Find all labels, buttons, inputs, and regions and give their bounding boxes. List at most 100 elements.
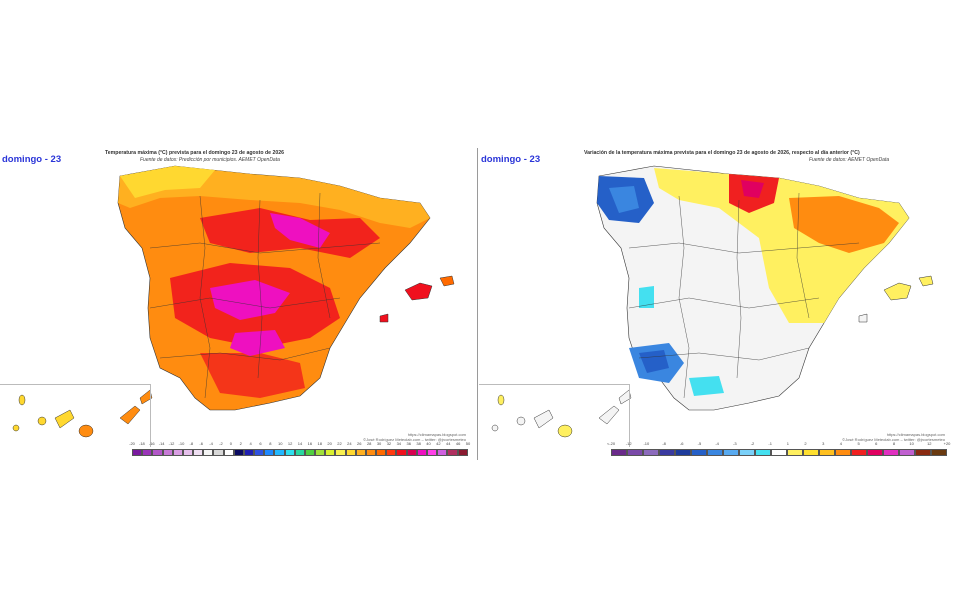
legend-tick-label: 0 — [229, 441, 232, 446]
legend-tick-label: 2 — [239, 441, 242, 446]
legend-tick-label: -12 — [625, 441, 632, 446]
legend-tick-label: 5 — [857, 441, 860, 446]
map-title: Variación de la temperatura máxima previ… — [584, 150, 860, 156]
legend-tick-label: 32 — [386, 441, 392, 446]
canary-islands-inset — [0, 384, 151, 447]
legend-tick-label: -8 — [189, 441, 194, 446]
legend-tick-label: -14 — [158, 441, 165, 446]
legend-swatch — [162, 449, 173, 456]
legend-tick-label: 50 — [465, 441, 471, 446]
legend-swatch — [771, 449, 787, 456]
legend-swatch — [457, 449, 468, 456]
credits-line: https://climamapas.blogspot.com — [407, 432, 466, 437]
legend-tick-label: 34 — [396, 441, 402, 446]
legend-tick-label: 10 — [909, 441, 914, 446]
legend-swatch — [675, 449, 691, 456]
legend-tick-label: 14 — [297, 441, 303, 446]
day-label: domingo - 23 — [2, 154, 62, 165]
credits-line: ©José Rodríguez Meteolab.com – twitter: … — [842, 437, 945, 442]
legend-swatch — [931, 449, 947, 456]
legend-swatch — [223, 449, 234, 456]
legend-tick-label: -8 — [662, 441, 666, 446]
legend-swatch — [707, 449, 723, 456]
legend-swatch — [304, 449, 316, 456]
legend-swatch — [254, 449, 265, 456]
legend-tick-label: 36 — [406, 441, 411, 446]
legend-swatch — [627, 449, 643, 456]
legend-tick-label: 8 — [269, 441, 272, 446]
legend-swatch — [152, 449, 163, 456]
panel-divider — [477, 148, 478, 460]
legend-tick-label: +20 — [943, 441, 951, 446]
legend-ticks: -20 -18 -16 -14 -12 -10 -8 -6 -4 -2 0 2 4 6 8 10 12 14 16 1… — [128, 441, 478, 447]
legend-tick-label: -2 — [750, 441, 755, 446]
legend-tick-label: 46 — [455, 441, 461, 446]
credits-line: ©José Rodríguez Meteolab.com – twitter: … — [363, 437, 466, 442]
legend-swatch — [819, 449, 835, 456]
legend-tick-label: 42 — [436, 441, 441, 446]
legend-tick-label: 30 — [376, 441, 382, 446]
legend-tick-label: 24 — [347, 441, 352, 446]
legend-tick-label: -5 — [697, 441, 702, 446]
legend-swatch — [396, 449, 407, 456]
legend-swatch — [851, 449, 867, 456]
legend-tick-label: 10 — [278, 441, 283, 446]
legend-tick-label: -10 — [643, 441, 650, 446]
legend-tick-label: 38 — [416, 441, 421, 446]
legend-swatch — [426, 449, 438, 456]
legend-tick-label: 6 — [875, 441, 878, 446]
legend-tick-label: 22 — [337, 441, 342, 446]
legend-swatch — [787, 449, 803, 456]
map-subtitle: Fuente de datos: AEMET OpenData — [809, 157, 890, 163]
map-subtitle: Fuente de datos: Predicción por municipi… — [140, 157, 280, 163]
legend-tick-label: -4 — [715, 441, 719, 446]
legend-swatch — [294, 449, 305, 456]
legend-swatch — [264, 449, 275, 456]
legend-tick-label: 12 — [287, 441, 293, 446]
temperature-variation-map-panel: domingo - 23 Variación de la temperatura… — [479, 148, 957, 460]
legend-tick-label: 40 — [426, 441, 431, 446]
legend-tick-label: -4 — [209, 441, 213, 446]
legend-tick-label: 28 — [366, 441, 372, 446]
color-legend — [611, 449, 947, 456]
legend-tick-label: 8 — [892, 441, 896, 446]
legend-swatch — [611, 449, 627, 456]
legend-swatch — [182, 449, 194, 456]
legend-swatch — [447, 449, 458, 456]
legend-swatch — [132, 449, 143, 456]
color-legend — [132, 449, 468, 456]
legend-swatch — [243, 449, 255, 456]
legend-swatch — [386, 449, 397, 456]
legend-swatch — [193, 449, 204, 456]
legend-swatch — [203, 449, 214, 456]
legend-swatch — [691, 449, 707, 456]
legend-tick-label: -20 — [129, 441, 135, 446]
temperature-variation-map — [491, 165, 934, 438]
legend-tick-label: 2 — [804, 441, 807, 446]
legend-swatch — [274, 449, 285, 456]
map-credits: https://climamapas.blogspot.com ©José Ro… — [842, 432, 945, 442]
legend-tick-label: 20 — [327, 441, 332, 446]
credits-line: https://climamapas.blogspot.com — [886, 432, 945, 437]
legend-tick-label: 4 — [249, 441, 252, 446]
legend-tick-label: 3 — [822, 441, 825, 446]
legend-swatch — [755, 449, 771, 456]
day-label: domingo - 23 — [481, 154, 541, 165]
legend-swatch — [365, 449, 377, 456]
legend-tick-label: 44 — [446, 441, 451, 446]
legend-swatch — [233, 449, 244, 456]
max-temperature-map — [12, 165, 455, 438]
legend-swatch — [213, 449, 224, 456]
legend-swatch — [643, 449, 659, 456]
legend-tick-label: 18 — [317, 441, 322, 446]
legend-tick-label: <-20 — [606, 441, 616, 446]
legend-swatch — [406, 449, 417, 456]
legend-tick-label: 4 — [839, 441, 843, 446]
legend-swatch — [335, 449, 346, 456]
legend-tick-label: -1 — [768, 441, 772, 446]
legend-swatch — [915, 449, 931, 456]
legend-swatch — [355, 449, 366, 456]
legend-swatch — [803, 449, 819, 456]
legend-tick-label: -16 — [148, 441, 155, 446]
legend-swatch — [867, 449, 883, 456]
